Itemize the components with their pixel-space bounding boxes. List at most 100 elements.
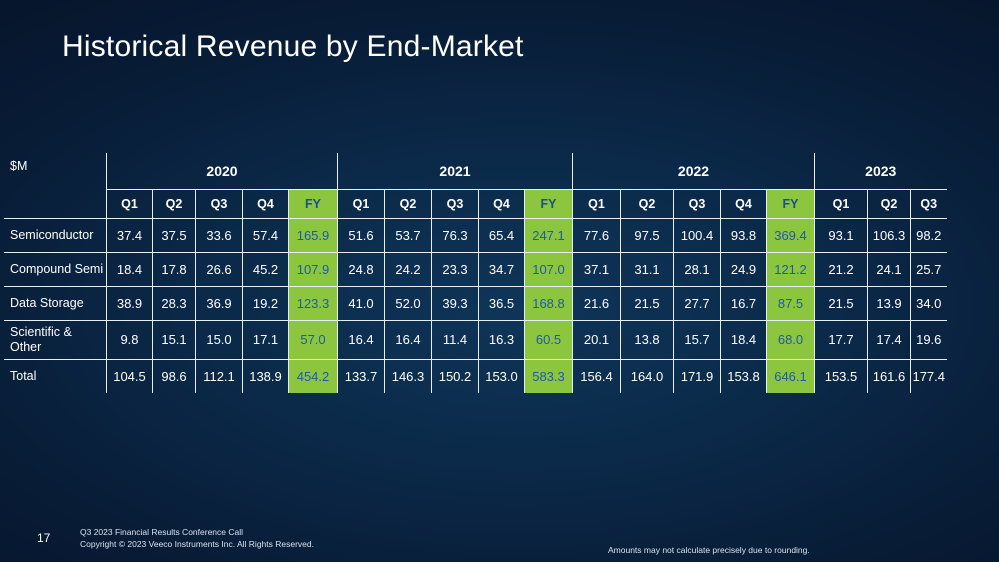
value-cell: 65.4	[478, 217, 525, 253]
table-row: Semiconductor 37.4 37.5 33.6 57.4 165.9 51.6 53…	[4, 217, 947, 253]
value-cell: 146.3	[384, 358, 432, 393]
value-cell: 21.6	[572, 285, 621, 321]
value-cell: 38.9	[106, 285, 153, 321]
fy-value-cell: 165.9	[288, 217, 338, 253]
value-cell: 15.0	[195, 319, 243, 360]
value-cell: 18.4	[720, 319, 767, 360]
footer-line-1: Q3 2023 Financial Results Conference Cal…	[80, 527, 244, 537]
value-cell: 9.8	[106, 319, 153, 360]
value-cell: 53.7	[384, 217, 432, 253]
value-cell: 15.1	[152, 319, 196, 360]
value-cell: 97.5	[620, 217, 674, 253]
value-cell: 93.8	[720, 217, 767, 253]
column-header-quarter: Q4	[242, 188, 289, 219]
row-label: Data Storage	[4, 285, 107, 321]
value-cell: 23.3	[431, 251, 479, 287]
value-cell: 16.3	[478, 319, 525, 360]
page-title: Historical Revenue by End-Market	[62, 30, 524, 63]
unit-label: $M	[4, 153, 107, 189]
fy-value-cell: 57.0	[288, 319, 338, 360]
value-cell: 133.7	[337, 358, 385, 393]
revenue-table: $M 2020 2021 2022 2023 Q1 Q2 Q3 Q4 FY Q1 Q2 Q3 Q4 FY…	[4, 153, 947, 393]
value-cell: 34.7	[478, 251, 525, 287]
value-cell: 77.6	[572, 217, 621, 253]
value-cell: 57.4	[242, 217, 289, 253]
fy-value-cell: 369.4	[766, 217, 815, 253]
fy-value-cell: 123.3	[288, 285, 338, 321]
value-cell: 15.7	[673, 319, 721, 360]
value-cell: 17.8	[152, 251, 196, 287]
value-cell: 153.5	[814, 358, 868, 393]
row-label: Compound Semi	[4, 251, 107, 287]
value-cell: 39.3	[431, 285, 479, 321]
fy-value-cell: 60.5	[524, 319, 573, 360]
value-cell: 16.4	[384, 319, 432, 360]
fy-value-cell: 121.2	[766, 251, 815, 287]
value-cell: 24.9	[720, 251, 767, 287]
value-cell: 16.4	[337, 319, 385, 360]
fy-value-cell: 68.0	[766, 319, 815, 360]
value-cell: 13.9	[867, 285, 911, 321]
value-cell: 138.9	[242, 358, 289, 393]
value-cell: 98.6	[152, 358, 196, 393]
column-header-quarter: Q2	[867, 188, 911, 219]
value-cell: 26.6	[195, 251, 243, 287]
value-cell: 20.1	[572, 319, 621, 360]
table-row: Scientific & Other 9.8 15.1 15.0 17.1 57.0 16.…	[4, 319, 947, 360]
fy-value-cell: 168.8	[524, 285, 573, 321]
value-cell: 177.4	[910, 358, 947, 393]
year-header-2021: 2021	[337, 153, 573, 189]
value-cell: 37.5	[152, 217, 196, 253]
value-cell: 51.6	[337, 217, 385, 253]
column-header-blank	[4, 189, 107, 219]
value-cell: 21.2	[814, 251, 868, 287]
column-header-quarter: Q1	[814, 188, 868, 219]
row-label: Semiconductor	[4, 217, 107, 253]
footer-text: Q3 2023 Financial Results Conference Cal…	[80, 526, 314, 550]
year-header-2020: 2020	[106, 153, 338, 189]
value-cell: 19.2	[242, 285, 289, 321]
column-header-fy: FY	[766, 188, 815, 219]
table-row: Total 104.5 98.6 112.1 138.9 454.2 133.7 146.3 1…	[4, 358, 947, 393]
value-cell: 93.1	[814, 217, 868, 253]
fy-value-cell: 107.9	[288, 251, 338, 287]
value-cell: 52.0	[384, 285, 432, 321]
value-cell: 28.1	[673, 251, 721, 287]
value-cell: 25.7	[910, 251, 947, 287]
value-cell: 16.7	[720, 285, 767, 321]
value-cell: 104.5	[106, 358, 153, 393]
column-header-quarter: Q4	[720, 188, 767, 219]
column-header-quarter: Q3	[431, 188, 479, 219]
value-cell: 156.4	[572, 358, 621, 393]
value-cell: 153.0	[478, 358, 525, 393]
value-cell: 18.4	[106, 251, 153, 287]
fy-value-cell: 646.1	[766, 358, 815, 393]
column-header-quarter: Q1	[572, 188, 621, 219]
column-header-quarter: Q3	[910, 188, 947, 219]
value-cell: 21.5	[814, 285, 868, 321]
value-cell: 17.4	[867, 319, 911, 360]
fy-value-cell: 454.2	[288, 358, 338, 393]
value-cell: 161.6	[867, 358, 911, 393]
value-cell: 17.1	[242, 319, 289, 360]
value-cell: 13.8	[620, 319, 674, 360]
column-header-quarter: Q2	[152, 188, 196, 219]
value-cell: 100.4	[673, 217, 721, 253]
value-cell: 112.1	[195, 358, 243, 393]
column-header-quarter: Q3	[673, 188, 721, 219]
value-cell: 24.8	[337, 251, 385, 287]
column-header-quarter: Q4	[478, 188, 525, 219]
column-header-fy: FY	[288, 188, 338, 219]
column-header-quarter: Q3	[195, 188, 243, 219]
table-row: Compound Semi 18.4 17.8 26.6 45.2 107.9 24.8 24…	[4, 251, 947, 287]
column-header-quarter: Q2	[384, 188, 432, 219]
year-header-2022: 2022	[572, 153, 815, 189]
year-header-2023: 2023	[814, 153, 947, 189]
value-cell: 36.5	[478, 285, 525, 321]
rounding-note: Amounts may not calculate precisely due …	[608, 545, 810, 555]
column-header-quarter: Q1	[337, 188, 385, 219]
row-label: Scientific & Other	[4, 319, 107, 360]
value-cell: 24.2	[384, 251, 432, 287]
value-cell: 24.1	[867, 251, 911, 287]
value-cell: 150.2	[431, 358, 479, 393]
